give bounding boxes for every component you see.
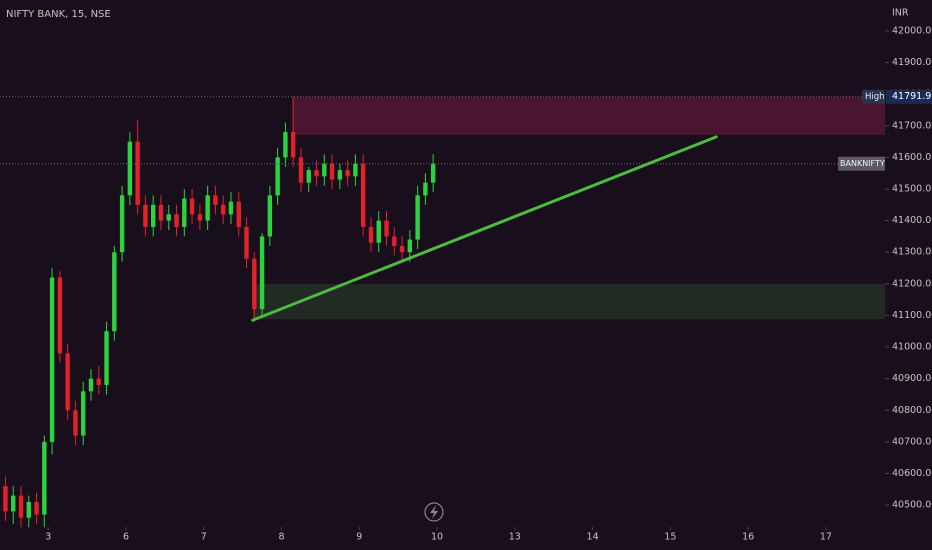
candle-body [158,204,164,221]
high-tag-bg [862,89,885,104]
candle-body [81,391,86,436]
x-tick-label: 10 [431,532,443,543]
candle-body [26,501,31,518]
candle-body [96,378,101,385]
candle-body [18,495,24,518]
candle-body [213,195,218,205]
chart-title: NIFTY BANK, 15, NSE [6,9,111,20]
zone [252,283,886,320]
candle-body [73,410,78,436]
candle-body [65,353,70,411]
y-tick-label: 41300.00 [892,247,932,258]
candle-body [182,198,187,227]
candle-body [337,170,343,180]
candle-body [399,245,405,253]
candle-body [329,163,335,180]
candle-body [345,170,350,177]
zone [292,96,886,135]
candle-body [407,239,413,253]
y-tick-label: 40700.00 [892,436,932,447]
candle-body [174,214,179,227]
candle-body [104,331,109,385]
high-value-bg [886,89,932,104]
candle-body [205,195,210,221]
candle-body [275,157,280,196]
candle-body [220,204,226,215]
candle-body [88,378,94,392]
candle-body [290,132,296,158]
candle-body [189,198,195,215]
candle-body [384,220,389,237]
y-tick-label: 40500.00 [892,500,932,511]
y-tick-label: 41000.00 [892,342,932,353]
x-tick-label: 7 [201,532,207,543]
currency-label: INR [892,8,909,19]
candle-body [57,277,63,354]
x-tick-label: 3 [45,532,51,543]
high-tag: High [865,92,885,102]
candle-body [119,195,125,253]
x-tick-label: 17 [820,532,832,543]
candle-body [368,226,374,243]
candle-body [360,163,366,227]
candle-body [143,204,148,227]
candle-body [423,182,428,196]
candle-body [314,170,319,177]
candle-body [252,258,257,310]
candle-body [236,201,241,227]
candle-body [135,141,140,205]
candle-body [228,201,234,215]
candle-body [166,214,171,221]
symbol-tag-bg [838,156,885,171]
y-tick-label: 41900.00 [892,57,932,68]
trendline [251,135,718,322]
x-tick-label: 14 [587,532,599,543]
replay-icon[interactable] [424,502,444,522]
x-tick-label: 13 [509,532,521,543]
y-tick-label: 40900.00 [892,373,932,384]
candle-body [127,141,133,196]
candle-body [306,170,311,183]
candle-body [415,195,420,240]
candle-body [112,252,117,332]
x-tick-label: 16 [742,532,754,543]
candle-body [151,204,156,227]
candle-body [267,195,273,237]
y-tick-label: 41500.00 [892,184,932,195]
y-tick-label: 41600.00 [892,152,932,163]
candle-body [244,226,249,259]
y-tick-label: 40600.00 [892,468,932,479]
candle-body [259,236,265,310]
candle-body [3,486,8,512]
symbol-tag: BANKNIFTY [840,159,885,168]
candle-body [392,236,397,246]
candle-body [298,157,304,183]
plot [0,96,886,528]
y-tick-label: 40800.00 [892,405,932,416]
high-value: 41791.95 [892,91,932,102]
candle-body [376,220,381,243]
x-tick-label: 8 [278,532,284,543]
candle-body [283,132,288,158]
x-tick-label: 15 [664,532,676,543]
y-tick-label: 41200.00 [892,278,932,289]
candle-body [34,501,39,515]
x-tick-label: 9 [356,532,362,543]
candle-body [322,163,327,177]
y-tick-label: 42000.00 [892,25,932,36]
y-tick-label: 41400.00 [892,215,932,226]
y-tick-label: 41700.00 [892,120,932,131]
y-tick-label: 41100.00 [892,310,932,321]
candle-body [49,277,55,442]
candle-body [197,214,203,221]
candle-body [353,163,358,177]
x-tick-label: 6 [123,532,129,543]
candle-body [42,441,47,515]
candle-body [430,163,436,183]
candle-body [11,495,16,512]
